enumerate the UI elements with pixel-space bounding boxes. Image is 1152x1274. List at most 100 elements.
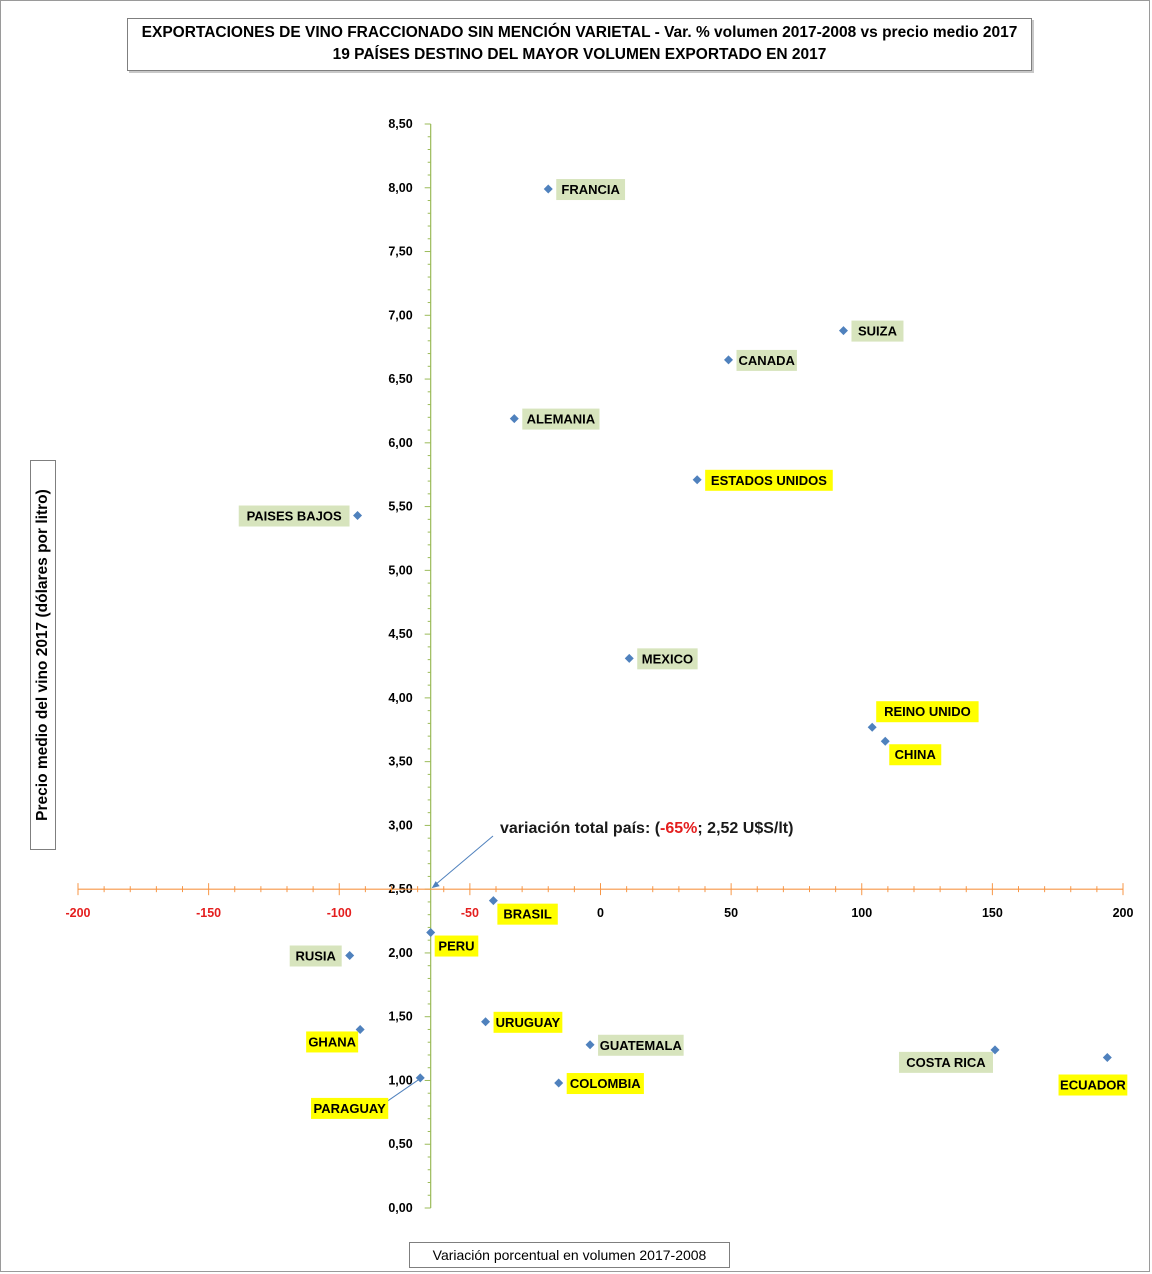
data-label-text: RUSIA [295, 948, 336, 963]
data-label-rusia: RUSIA [289, 945, 342, 967]
annotation-arrow [431, 835, 494, 889]
y-tick-label: 0,50 [388, 1137, 412, 1151]
annotation-arrow-head [431, 881, 440, 889]
data-label-uruguay: URUGUAY [493, 1011, 563, 1033]
data-label-text: COSTA RICA [906, 1055, 986, 1070]
data-label-bg [889, 744, 942, 766]
data-label-bg [434, 935, 479, 957]
data-label-text: SUIZA [858, 324, 898, 339]
data-label-bg [522, 408, 600, 430]
data-label-bg [637, 648, 698, 670]
data-point-rusia [345, 950, 355, 960]
data-point-china [880, 736, 890, 746]
chart-subtitle: 19 PAÍSES DESTINO DEL MAYOR VOLUMEN EXPO… [332, 46, 827, 63]
data-label-text: CANADA [739, 353, 796, 368]
y-tick-label: 2,00 [388, 946, 412, 960]
data-label-china: CHINA [889, 744, 942, 766]
data-label-guatemala: GUATEMALA [598, 1034, 684, 1056]
y-tick-label: 4,00 [388, 691, 412, 705]
country-total-annotation: variación total país: (-65%; 2,52 U$S/lt… [500, 820, 793, 838]
data-label-bg [598, 1034, 684, 1056]
data-labels: FRANCIA SUIZA CANADA ALEMANIA ESTADOS UNIDOS… [238, 179, 1128, 1119]
data-label-bg [289, 945, 342, 967]
y-axis-label-box: Precio medio del vino 2017 (dólares por … [30, 460, 56, 850]
data-label-suiza: SUIZA [851, 320, 904, 342]
data-label-costa-rica: COSTA RICA [898, 1051, 993, 1073]
data-label-text: ECUADOR [1060, 1078, 1126, 1093]
data-point-alemania [509, 414, 519, 424]
data-label-paraguay: PARAGUAY [311, 1097, 389, 1119]
data-label-brasil: BRASIL [497, 903, 558, 925]
data-point-ghana [355, 1024, 365, 1034]
data-label-colombia: COLOMBIA [566, 1073, 644, 1095]
data-point-canada [724, 355, 734, 365]
data-label-bg [497, 903, 558, 925]
data-label-bg [736, 349, 797, 371]
data-label-bg [851, 320, 904, 342]
data-label-text: MEXICO [642, 651, 693, 666]
y-tick-label: 3,00 [388, 818, 412, 832]
data-label-bg [493, 1011, 563, 1033]
data-label-francia: FRANCIA [556, 179, 626, 201]
data-label-text: COLOMBIA [570, 1076, 641, 1091]
data-point-ecuador [1102, 1053, 1112, 1063]
data-label-bg [238, 505, 350, 527]
data-label-bg [876, 701, 979, 723]
y-tick-label: 1,50 [388, 1010, 412, 1024]
data-label-bg [311, 1097, 389, 1119]
data-label-text: GHANA [308, 1034, 356, 1049]
x-tick-label: 100 [851, 906, 872, 920]
y-tick-label: 4,50 [388, 627, 412, 641]
y-tick-label: 6,50 [388, 372, 412, 386]
x-tick-label: -150 [196, 906, 221, 920]
data-point-guatemala [585, 1040, 595, 1050]
data-label-bg [898, 1051, 993, 1073]
data-label-text: PAISES BAJOS [247, 509, 342, 524]
annotation-value: -65% [660, 820, 698, 837]
data-label-text: ESTADOS UNIDOS [711, 473, 827, 488]
annotation-prefix: variación total país: ( [500, 820, 661, 837]
data-point-costa-rica [990, 1045, 1000, 1055]
data-label-peru: PERU [434, 935, 479, 957]
data-point-mexico [624, 653, 634, 663]
x-tick-label: -200 [65, 906, 90, 920]
y-tick-label: 5,50 [388, 500, 412, 514]
chart-title-box: EXPORTACIONES DE VINO FRACCIONADO SIN ME… [127, 18, 1032, 71]
data-label-ecuador: ECUADOR [1058, 1074, 1128, 1096]
data-label-text: URUGUAY [496, 1015, 561, 1030]
data-label-bg [556, 179, 626, 201]
data-label-text: CHINA [895, 747, 937, 762]
data-point-francia [543, 184, 553, 194]
data-point-colombia [554, 1078, 564, 1088]
data-point-uruguay [481, 1017, 491, 1027]
data-label-text: REINO UNIDO [884, 704, 971, 719]
annotation-suffix: ; 2,52 U$S/lt) [697, 820, 794, 837]
x-axis-label: Variación porcentual en volumen 2017-200… [409, 1242, 730, 1268]
data-label-text: FRANCIA [561, 182, 620, 197]
data-label-text: BRASIL [503, 907, 551, 922]
data-label-reino-unido: REINO UNIDO [876, 701, 979, 723]
data-point-brasil [488, 896, 498, 906]
data-point-estados-unidos [692, 475, 702, 485]
x-tick-label: -50 [461, 906, 479, 920]
y-tick-label: 3,50 [388, 755, 412, 769]
x-tick-label: 50 [724, 906, 738, 920]
data-label-bg [566, 1073, 644, 1095]
data-points [345, 184, 1112, 1088]
data-label-mexico: MEXICO [637, 648, 698, 670]
y-tick-label: 7,50 [388, 245, 412, 259]
x-tick-label: 0 [597, 906, 604, 920]
y-tick-label: 5,00 [388, 563, 412, 577]
chart-title: EXPORTACIONES DE VINO FRACCIONADO SIN ME… [141, 24, 1018, 41]
data-label-bg [306, 1031, 359, 1053]
y-tick-label: 7,00 [388, 308, 412, 322]
x-tick-label: -100 [327, 906, 352, 920]
leader-line-paraguay [385, 1079, 419, 1103]
data-label-canada: CANADA [736, 349, 797, 371]
y-tick-label: 8,50 [388, 117, 412, 131]
data-point-suiza [838, 326, 848, 336]
x-tick-label: 150 [982, 906, 1003, 920]
data-point-paraguay [415, 1073, 425, 1083]
y-tick-label: 0,00 [388, 1201, 412, 1215]
